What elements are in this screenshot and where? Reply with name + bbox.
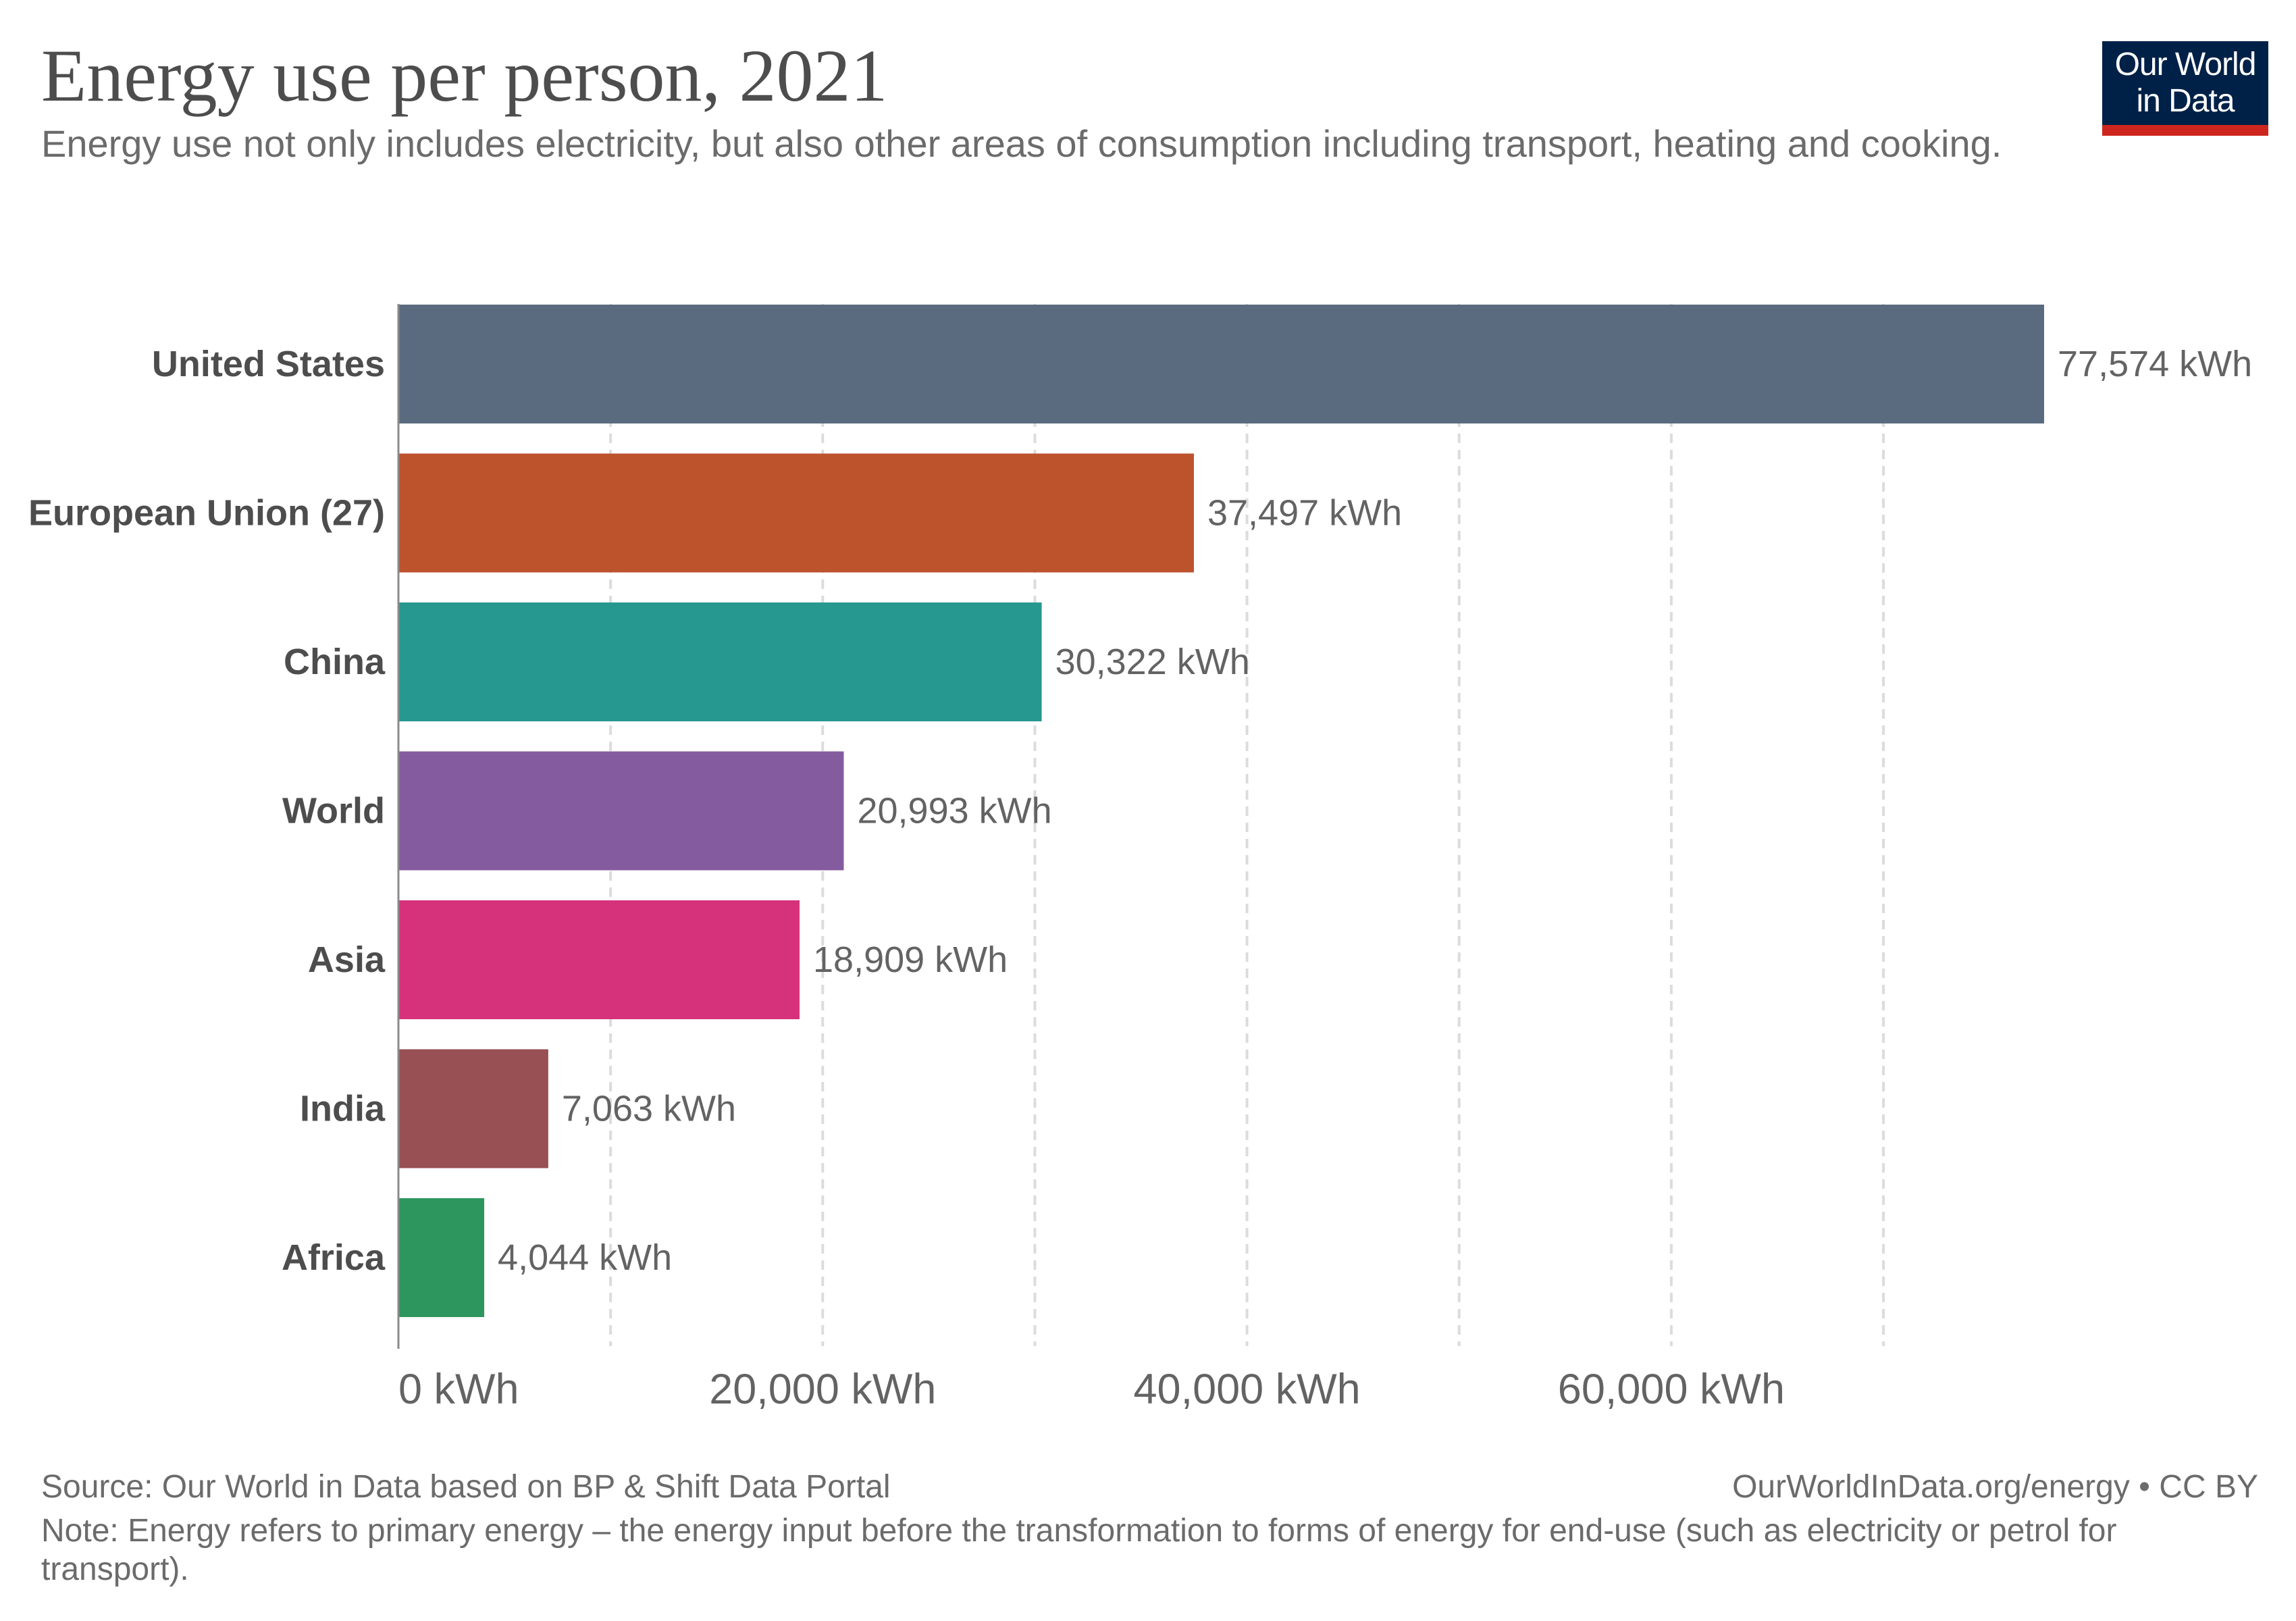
bar-chart: United States 77,574 kWh European Union (2… — [28, 304, 2252, 1413]
bar — [398, 900, 800, 1019]
note-text: Note: Energy refers to primary energy – … — [41, 1513, 2117, 1587]
value-label: 37,497 kWh — [1207, 493, 1402, 534]
bars: United States 77,574 kWh European Union (2… — [28, 305, 2252, 1317]
value-label: 20,993 kWh — [857, 791, 1051, 831]
bar — [398, 305, 2044, 423]
bar — [398, 453, 1194, 573]
value-label: 4,044 kWh — [498, 1237, 672, 1278]
bar — [398, 751, 844, 871]
category-label: China — [284, 642, 386, 682]
value-label: 7,063 kWh — [562, 1089, 736, 1129]
chart-title: Energy use per person, 2021 — [41, 34, 888, 117]
value-label: 18,909 kWh — [813, 940, 1008, 980]
source-text: Source: Our World in Data based on BP & … — [41, 1469, 891, 1505]
x-tick-label: 0 kWh — [398, 1366, 519, 1413]
logo-line-2: in Data — [2136, 83, 2235, 119]
category-label: Asia — [308, 940, 386, 980]
license-link[interactable]: OurWorldInData.org/energy • CC BY — [1732, 1469, 2258, 1505]
our-world-in-data-logo[interactable]: Our World in Data — [2102, 41, 2268, 136]
value-label: 77,574 kWh — [2058, 344, 2252, 384]
category-label: India — [300, 1089, 386, 1129]
value-label: 30,322 kWh — [1055, 642, 1250, 682]
x-tick-label: 60,000 kWh — [1558, 1366, 1785, 1413]
bar — [398, 602, 1042, 721]
logo-line-1: Our World — [2114, 47, 2257, 82]
chart-subtitle: Energy use not only includes electricity… — [41, 122, 2002, 165]
category-label: Africa — [282, 1237, 386, 1278]
category-label: World — [282, 791, 385, 831]
x-tick-label: 40,000 kWh — [1134, 1366, 1361, 1413]
x-axis: 0 kWh 20,000 kWh 40,000 kWh 60,000 kWh — [397, 304, 1785, 1413]
category-label: United States — [152, 344, 385, 384]
bar — [398, 1049, 548, 1168]
category-label: European Union (27) — [28, 493, 385, 534]
bar — [398, 1198, 485, 1317]
x-tick-label: 20,000 kWh — [709, 1366, 936, 1413]
